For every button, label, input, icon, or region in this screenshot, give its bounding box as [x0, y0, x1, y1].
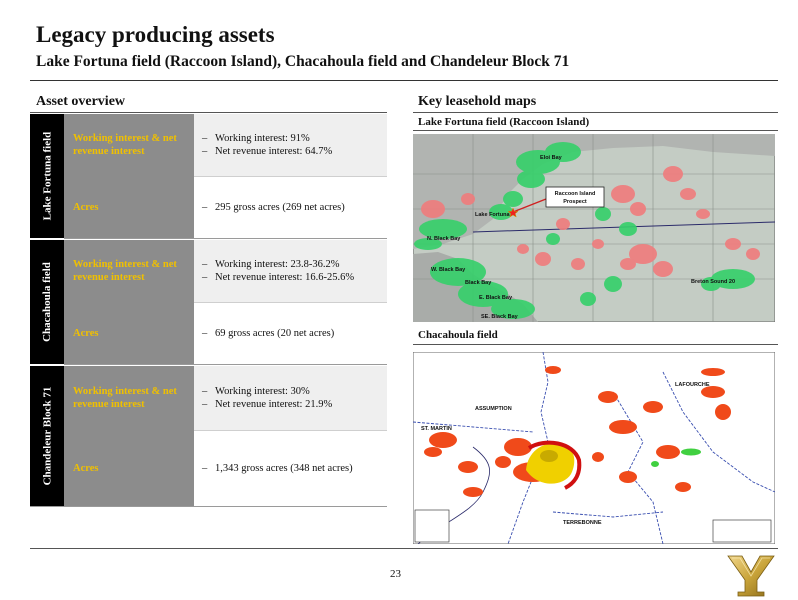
row-label-text: Acres [73, 201, 99, 213]
row-divider [64, 302, 387, 303]
row-label-text: Acres [73, 462, 99, 474]
row-divider [64, 238, 387, 239]
value-item: Working interest: 23.8-36.2% [202, 258, 387, 271]
lafourche-label: LAFOURCHE [675, 382, 710, 388]
row-label-text: Working interest & net revenue interest [73, 386, 177, 410]
n-black-bay-label: N. Black Bay [427, 236, 461, 242]
field-band-lake-fortuna: Lake Fortuna field [30, 114, 64, 238]
header-divider [30, 80, 778, 81]
e-black-bay-label: E. Black Bay [479, 295, 513, 301]
raccoon-prospect-label: Prospect [563, 199, 587, 205]
value-item: 1,343 gross acres (348 net acres) [202, 462, 387, 475]
row-values: 295 gross acres (269 net acres) [194, 176, 387, 238]
w-black-bay-label: W. Black Bay [431, 267, 466, 273]
value-item: Working interest: 30% [202, 385, 387, 398]
value-item: Net revenue interest: 21.9% [202, 398, 387, 411]
row-divider [64, 364, 387, 365]
lake-fortuna-label: Lake Fortuna [475, 212, 510, 218]
maps-rule [413, 112, 778, 113]
value-item: Working interest: 91% [202, 132, 387, 145]
asset-overview-rule [30, 112, 387, 113]
raccoon-island-label: Raccoon Island [555, 191, 596, 197]
row-label: Working interest & net revenue interest [64, 114, 194, 176]
asset-overview-heading: Asset overview [36, 94, 126, 109]
chacahoula-title-rule [413, 344, 778, 345]
field-band-chacahoula: Chacahoula field [30, 240, 64, 364]
row-values: Working interest: 30% Net revenue intere… [194, 366, 387, 430]
row-label: Acres [64, 430, 194, 506]
row-divider [30, 506, 387, 507]
row-label-text: Working interest & net revenue interest [73, 133, 177, 157]
row-values: Working interest: 91% Net revenue intere… [194, 114, 387, 176]
row-label-text: Acres [73, 327, 99, 339]
assumption-label: ASSUMPTION [475, 406, 512, 412]
row-values: Working interest: 23.8-36.2% Net revenue… [194, 240, 387, 302]
value-item: Net revenue interest: 64.7% [202, 145, 387, 158]
row-label: Acres [64, 302, 194, 364]
page-number: 23 [390, 568, 401, 580]
maps-heading: Key leasehold maps [418, 94, 537, 109]
page-subtitle: Lake Fortuna field (Raccoon Island), Cha… [36, 53, 570, 70]
value-item: 295 gross acres (269 net acres) [202, 201, 387, 214]
chacahoula-map-title: Chacahoula field [418, 329, 498, 341]
field-name: Lake Fortuna field [41, 131, 53, 221]
row-divider [64, 430, 387, 431]
value-item: 69 gross acres (20 net acres) [202, 327, 387, 340]
row-values: 1,343 gross acres (348 net acres) [194, 430, 387, 506]
value-item: Net revenue interest: 16.6-25.6% [202, 271, 387, 284]
row-values: 69 gross acres (20 net acres) [194, 302, 387, 364]
terrebonne-label: TERREBONNE [563, 520, 602, 526]
field-name: Chacahoula field [41, 262, 54, 342]
field-band-chandeleur: Chandeleur Block 71 [30, 366, 64, 506]
chacahoula-map: ST. MARTIN ASSUMPTION LAFOURCHE TERREBON… [413, 352, 775, 544]
lake-fortuna-map: Raccoon Island Prospect Eloi Bay Lake Fo… [413, 134, 775, 322]
lake-fortuna-map-title: Lake Fortuna field (Raccoon Island) [418, 116, 590, 128]
row-divider [64, 176, 387, 177]
breton-sound-label: Breton Sound 20 [691, 279, 735, 285]
footer-divider [30, 548, 778, 549]
eloi-bay-label: Eloi Bay [540, 155, 563, 161]
row-label-text: Working interest & net revenue interest [73, 259, 177, 283]
st-martin-label: ST. MARTIN [421, 426, 452, 432]
black-bay-label: Black Bay [465, 280, 492, 286]
row-label: Acres [64, 176, 194, 238]
field-name: Chandeleur Block 71 [41, 386, 53, 486]
company-logo [727, 555, 775, 597]
row-label: Working interest & net revenue interest [64, 240, 194, 302]
se-black-bay-label: SE. Black Bay [481, 314, 519, 320]
page-title: Legacy producing assets [36, 22, 275, 47]
lake-fortuna-title-rule [413, 130, 778, 131]
row-label: Working interest & net revenue interest [64, 366, 194, 430]
